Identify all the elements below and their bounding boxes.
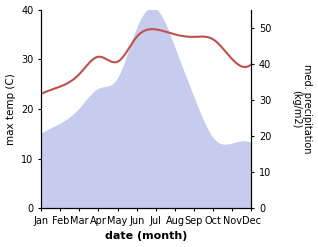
X-axis label: date (month): date (month) <box>105 231 187 242</box>
Y-axis label: med. precipitation
(kg/m2): med. precipitation (kg/m2) <box>291 64 313 154</box>
Y-axis label: max temp (C): max temp (C) <box>5 73 16 145</box>
